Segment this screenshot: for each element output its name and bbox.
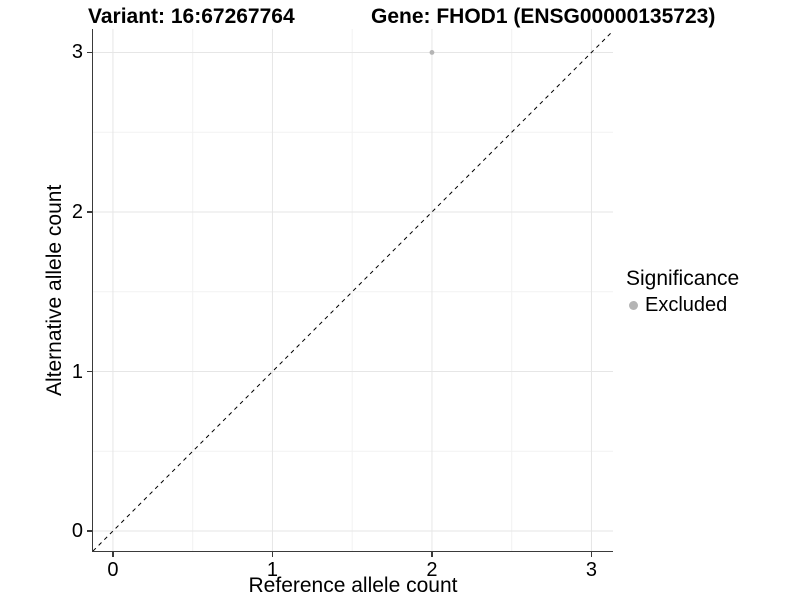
- x-tick-label: 1: [266, 559, 278, 581]
- legend-title: Significance: [626, 267, 740, 290]
- legend: Significance Excluded: [626, 266, 798, 317]
- y-tick-mark: [87, 211, 93, 213]
- x-tick-mark: [431, 551, 433, 557]
- x-tick-mark: [590, 551, 593, 557]
- legend-item-label: Excluded: [645, 294, 728, 316]
- y-tick-label: 1: [71, 360, 83, 383]
- y-tick-label: 0: [71, 520, 83, 543]
- legend-item-excluded: Excluded: [626, 293, 798, 317]
- x-tick-mark: [271, 551, 274, 557]
- y-tick-mark: [87, 530, 93, 532]
- plot-title-gene: Gene: FHOD1 (ENSG00000135723): [371, 5, 716, 28]
- x-tick-label: 3: [585, 559, 598, 581]
- x-axis-title: Reference allele count: [248, 574, 458, 597]
- data-point: [429, 50, 434, 55]
- y-axis-title: Alternative allele count: [43, 184, 66, 396]
- y-tick-label: 2: [71, 200, 83, 223]
- x-tick-label: 0: [107, 559, 119, 581]
- x-tick-label: 2: [426, 559, 438, 581]
- y-tick-label: 3: [71, 41, 83, 64]
- excluded-point-icon: [629, 300, 638, 310]
- plot-title-variant: Variant: 16:67267764: [88, 5, 295, 28]
- x-tick-mark: [112, 551, 114, 557]
- plot-panel: [91, 29, 613, 552]
- scatter-plot-canvas: [92, 29, 613, 551]
- y-tick-mark: [87, 51, 93, 54]
- y-tick-mark: [87, 370, 93, 373]
- identity-dashed-line: [92, 30, 613, 551]
